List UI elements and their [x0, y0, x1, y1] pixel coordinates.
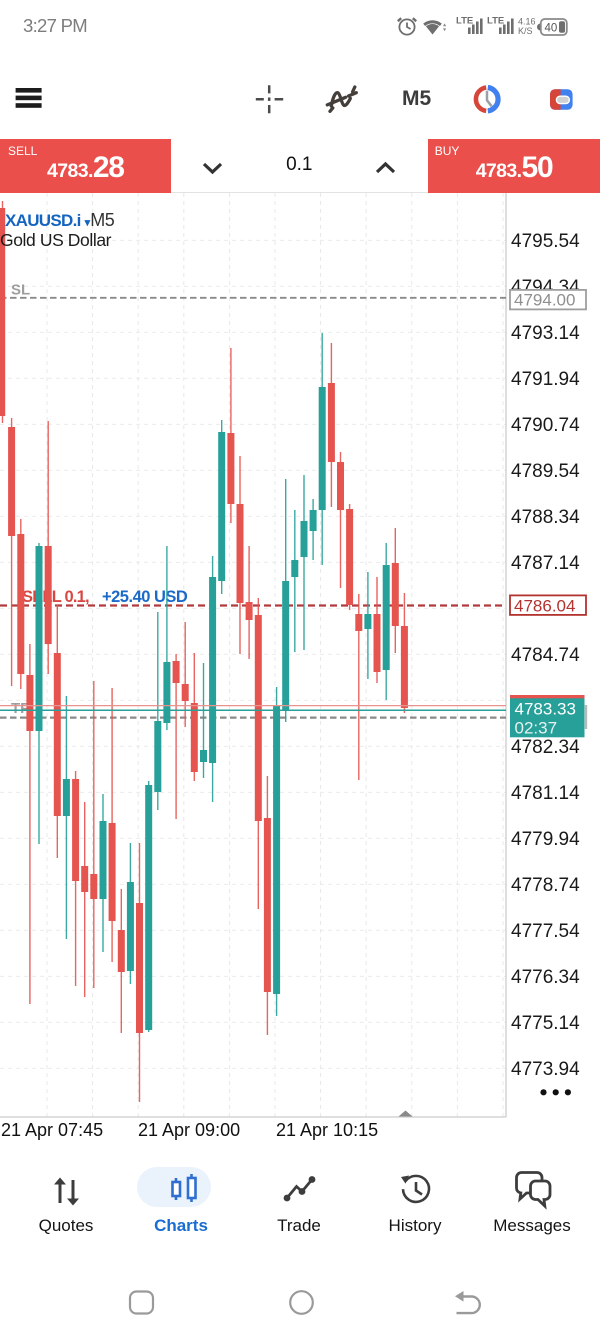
- svg-text:4.16: 4.16: [518, 17, 536, 27]
- svg-text:SELL 0.1,: SELL 0.1,: [22, 588, 89, 606]
- svg-text:4791.94: 4791.94: [511, 369, 580, 390]
- svg-text:4794.00: 4794.00: [514, 291, 575, 310]
- svg-text:4776.34: 4776.34: [511, 967, 580, 988]
- svg-text:4790.74: 4790.74: [511, 415, 580, 436]
- svg-text:4786.04: 4786.04: [514, 597, 575, 616]
- svg-text:21 Apr 09:00: 21 Apr 09:00: [138, 1120, 240, 1140]
- svg-text:4778.74: 4778.74: [511, 875, 580, 896]
- svg-text:LTE: LTE: [487, 16, 504, 27]
- svg-text:4773.94: 4773.94: [511, 1059, 580, 1080]
- svg-text:21 Apr 10:15: 21 Apr 10:15: [276, 1120, 378, 1140]
- svg-text:4784.74: 4784.74: [511, 645, 580, 666]
- svg-text:K/S: K/S: [518, 26, 533, 36]
- svg-text:4775.14: 4775.14: [511, 1013, 580, 1034]
- svg-text:4777.54: 4777.54: [511, 921, 580, 942]
- svg-text:4782.34: 4782.34: [511, 737, 580, 758]
- svg-text:4787.14: 4787.14: [511, 553, 580, 574]
- svg-text:02:37: 02:37: [515, 719, 558, 738]
- svg-text:40: 40: [545, 23, 558, 35]
- svg-text:LTE: LTE: [456, 16, 473, 27]
- svg-text:+25.40 USD: +25.40 USD: [102, 588, 188, 606]
- svg-text:4789.54: 4789.54: [511, 461, 580, 482]
- svg-text:4779.94: 4779.94: [511, 829, 580, 850]
- svg-text:4795.54: 4795.54: [511, 231, 580, 252]
- svg-text:4788.34: 4788.34: [511, 507, 580, 528]
- svg-text:SL: SL: [11, 282, 30, 299]
- svg-text:21 Apr 07:45: 21 Apr 07:45: [1, 1120, 103, 1140]
- svg-text:M5: M5: [402, 87, 431, 110]
- svg-text:4783.33: 4783.33: [515, 700, 576, 719]
- svg-text:4781.14: 4781.14: [511, 783, 580, 804]
- svg-text:4793.14: 4793.14: [511, 323, 580, 344]
- svg-text:TP: TP: [11, 700, 30, 717]
